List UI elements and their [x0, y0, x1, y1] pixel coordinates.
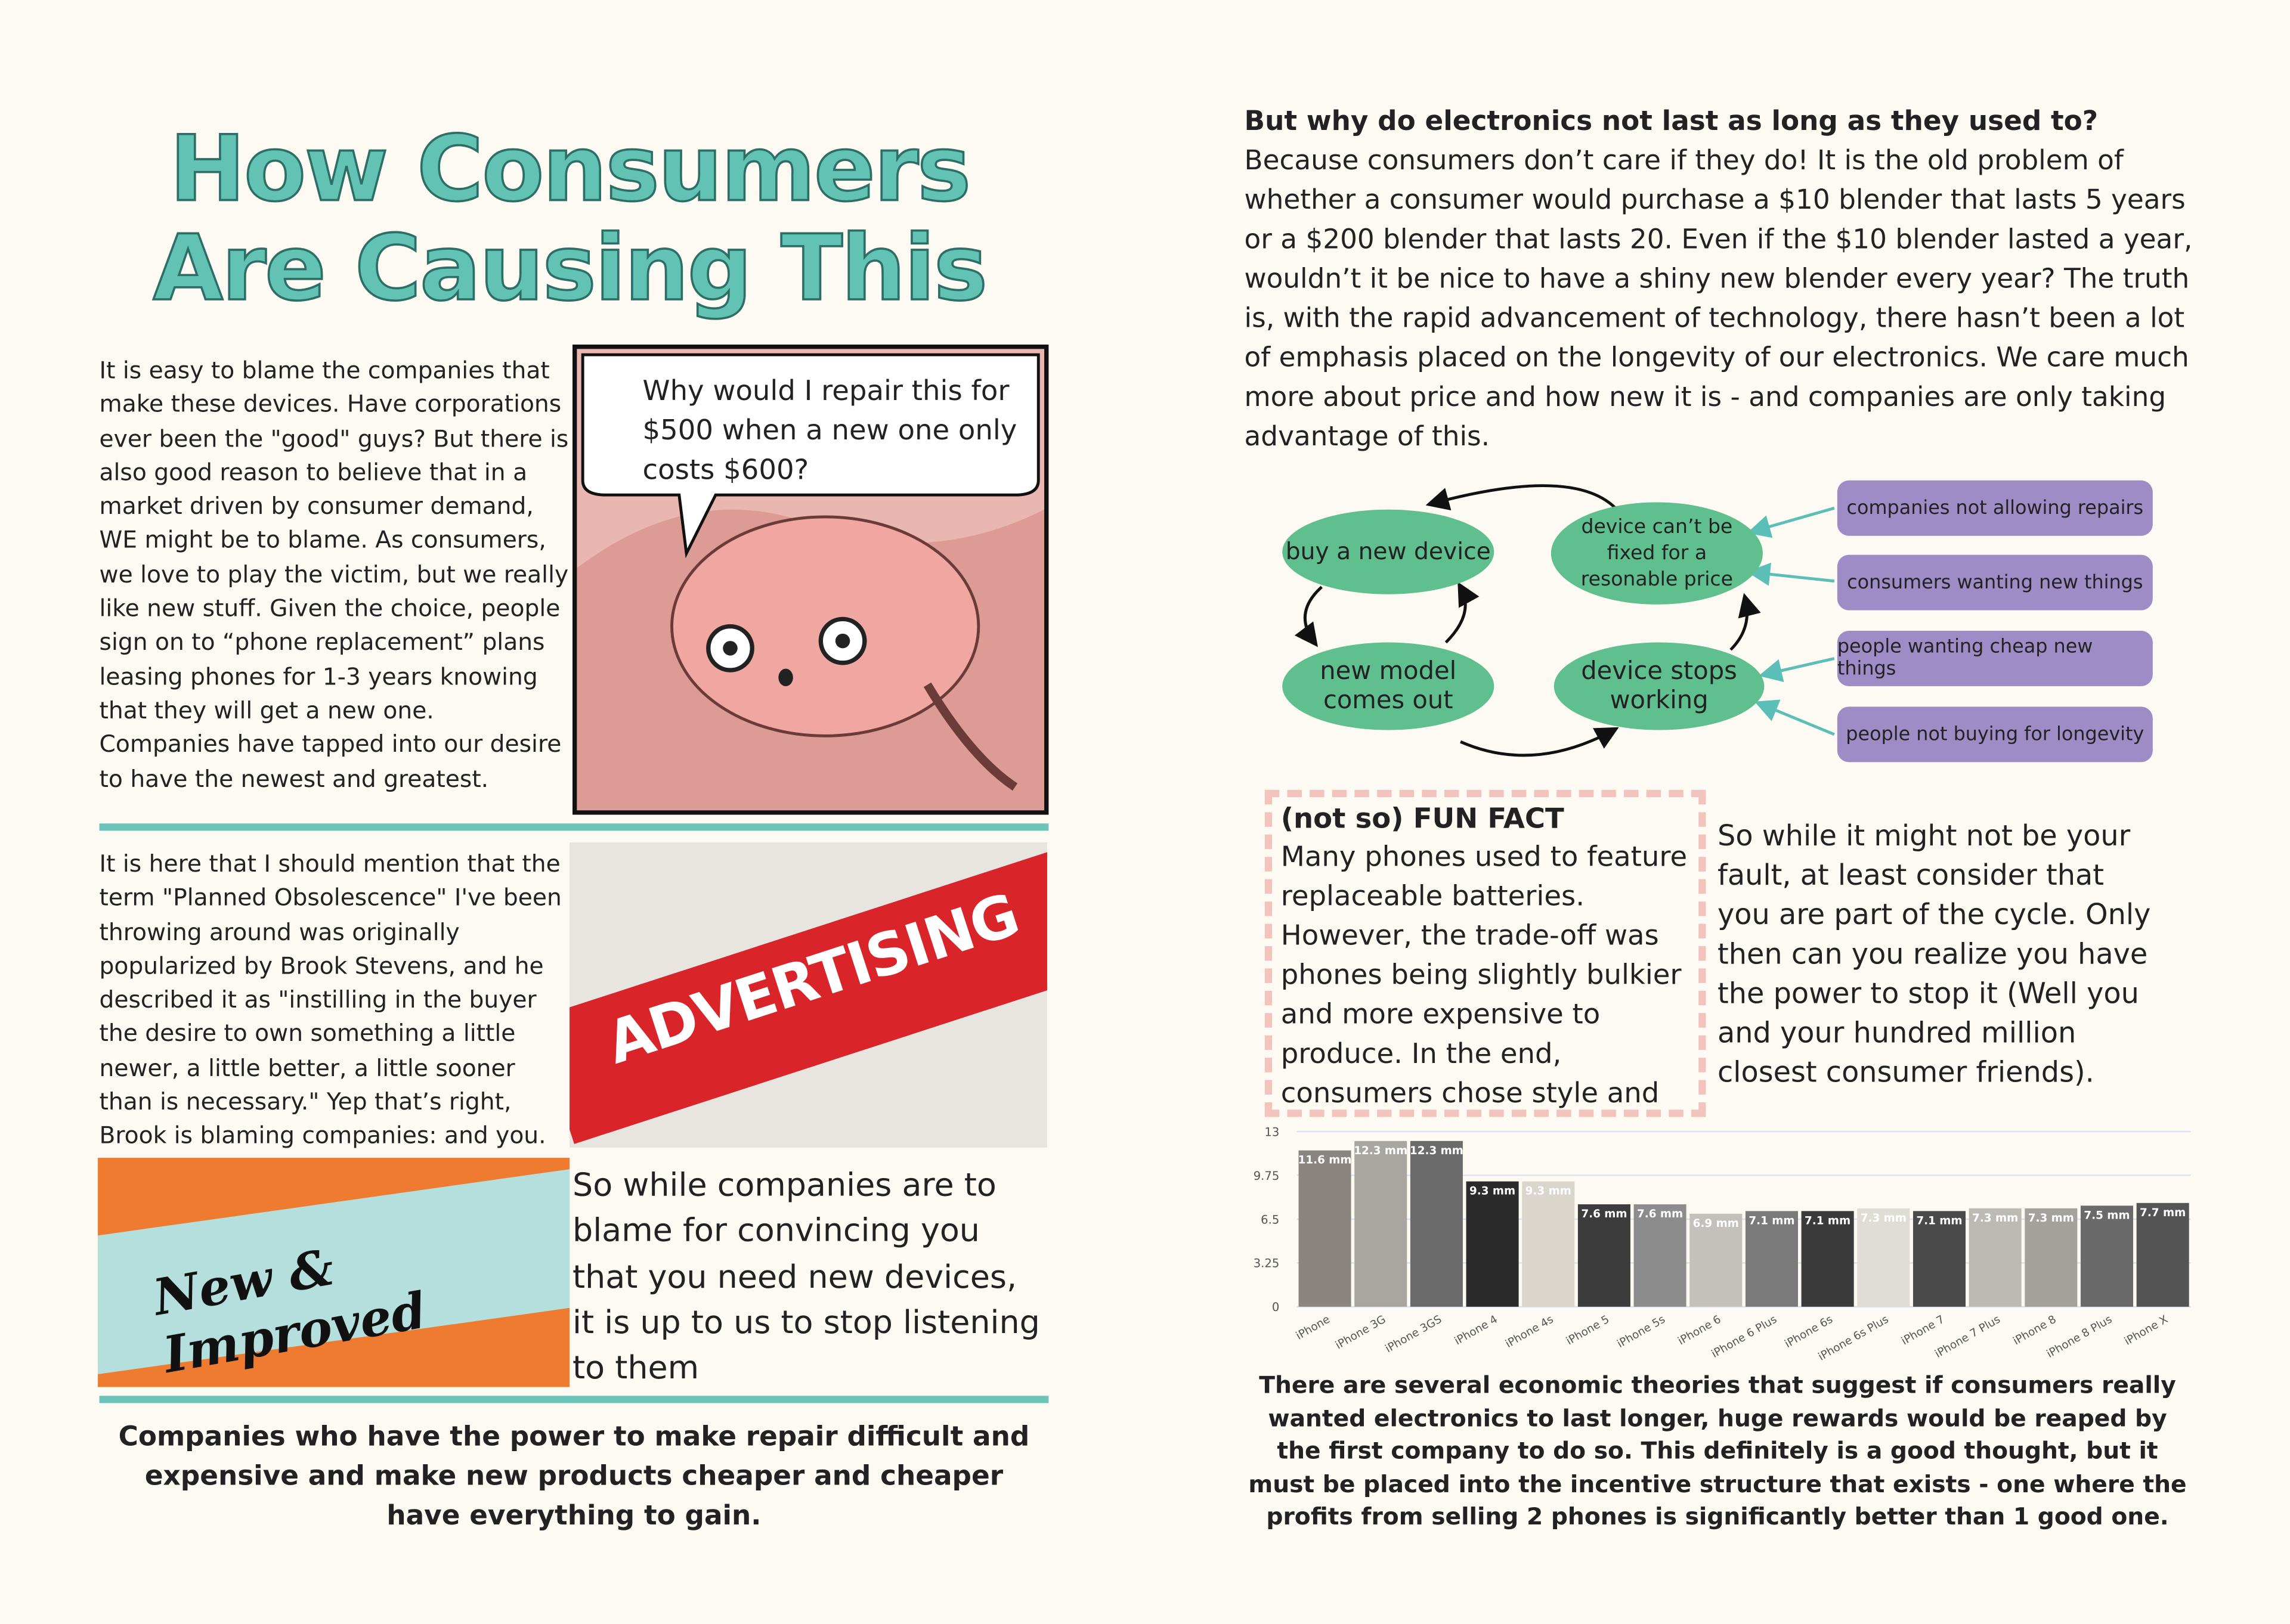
bar: [2025, 1208, 2078, 1307]
x-tick-label: iPhone 5s: [1615, 1313, 1667, 1350]
speech-bubble-text: Why would I repair this for $500 when a …: [642, 375, 1017, 486]
bar: [1633, 1204, 1686, 1307]
x-tick-label: iPhone 5: [1564, 1313, 1611, 1347]
value-label: 9.3 mm: [1525, 1185, 1571, 1198]
brain-drawing: [577, 353, 1045, 811]
y-tick-label: 9.75: [1254, 1169, 1280, 1183]
y-tick-label: 0: [1272, 1300, 1279, 1314]
caption: There are several economic theories that…: [1248, 1371, 2187, 1530]
paragraph: It is here that I should mention that th…: [99, 850, 562, 1150]
advertising-image: ADVERTISING: [570, 842, 1047, 1148]
bar: [1466, 1181, 1519, 1307]
x-tick-label: iPhone 3G: [1333, 1313, 1388, 1352]
cycle-node-text: new model comes out: [1320, 657, 1457, 716]
paragraph: Because consumers don’t care if they do!…: [1244, 145, 2193, 453]
value-label: 12.3 mm: [1354, 1145, 1407, 1157]
bar: [1801, 1211, 1854, 1307]
cycle-node: device stops working: [1554, 642, 1765, 730]
cause-box: consumers wanting new things: [1837, 554, 2153, 610]
title: How Consumers Are Causing This: [152, 115, 989, 321]
fun-fact-text: Many phones used to feature replaceable …: [1280, 841, 1688, 1110]
x-tick-label: iPhone 4: [1453, 1313, 1500, 1347]
value-label: 7.1 mm: [1749, 1214, 1794, 1227]
x-tick-label: iPhone 6: [1676, 1313, 1723, 1347]
bar: [1857, 1208, 1910, 1307]
bar: [1577, 1204, 1630, 1307]
y-tick-label: 13: [1264, 1125, 1279, 1139]
divider: [99, 1396, 1049, 1403]
bar: [1689, 1213, 1743, 1307]
cycle-node-text: device can’t be fixed for a resonable pr…: [1580, 515, 1733, 591]
question: But why do electronics not last as long …: [1244, 106, 2099, 138]
bar: [1354, 1140, 1407, 1307]
bar: [1969, 1208, 2022, 1307]
paragraph: It is easy to blame the companies that m…: [99, 356, 569, 792]
bar: [1298, 1150, 1351, 1307]
fun-fact-title: (not so) FUN FACT: [1280, 802, 1564, 835]
value-label: 7.5 mm: [2084, 1209, 2130, 1222]
value-label: 7.1 mm: [1916, 1214, 1962, 1227]
cause-box: people wanting cheap new things: [1837, 630, 2153, 687]
cycle-node: new model comes out: [1282, 642, 1494, 730]
x-tick-label: iPhone 3GS: [1383, 1313, 1444, 1355]
x-tick-label: iPhone 8: [2011, 1313, 2058, 1347]
meme-image: Why would I repair this for $500 when a …: [572, 344, 1049, 815]
value-label: 9.3 mm: [1469, 1185, 1515, 1198]
conclusion: Companies who have the power to make rep…: [118, 1422, 1030, 1532]
value-label: 7.3 mm: [2028, 1212, 2074, 1225]
fun-fact-box: (not so) FUN FACT Many phones used to fe…: [1264, 789, 1706, 1117]
value-label: 12.3 mm: [1410, 1145, 1463, 1157]
value-label: 7.1 mm: [1805, 1214, 1850, 1227]
value-label: 6.9 mm: [1693, 1217, 1739, 1230]
cycle-node-text: device stops working: [1581, 657, 1737, 716]
x-tick-label: iPhone 4s: [1503, 1313, 1556, 1350]
value-label: 7.6 mm: [1581, 1208, 1627, 1220]
bar: [1745, 1211, 1798, 1307]
new-improved-image: New & Improved: [98, 1158, 570, 1387]
divider: [99, 823, 1049, 831]
value-label: 11.6 mm: [1298, 1154, 1352, 1167]
cause-box: people not buying for longevity: [1837, 706, 2153, 763]
y-tick-label: 6.5: [1261, 1213, 1279, 1226]
bar: [1913, 1211, 1966, 1307]
value-label: 7.7 mm: [2140, 1207, 2186, 1219]
x-tick-label: iPhone 6s: [1783, 1313, 1835, 1350]
bar-chart: 0 3.25 6.5 9.75 13 11.6 mm iPhone 12.3 mm iPhone…: [1254, 1125, 2191, 1363]
cycle-node: device can’t be fixed for a resonable pr…: [1551, 502, 1763, 605]
paragraph: So while companies are to blame for conv…: [572, 1168, 1040, 1388]
bar: [1522, 1181, 1575, 1307]
bar: [2080, 1205, 2134, 1307]
value-label: 7.6 mm: [1637, 1208, 1683, 1220]
cause-box: companies not allowing repairs: [1837, 480, 2153, 536]
paragraph: So while it might not be your fault, at …: [1718, 819, 2151, 1089]
cycle-node: buy a new device: [1282, 509, 1494, 594]
x-tick-label: iPhone 7: [1899, 1313, 1946, 1347]
value-label: 7.3 mm: [1972, 1212, 2018, 1225]
y-tick-label: 3.25: [1254, 1257, 1280, 1270]
value-label: 7.3 mm: [1861, 1212, 1907, 1225]
x-tick-label: iPhone: [1294, 1313, 1332, 1342]
bar: [1410, 1140, 1463, 1307]
x-tick-label: iPhone X: [2122, 1313, 2170, 1347]
bar: [2136, 1202, 2189, 1307]
